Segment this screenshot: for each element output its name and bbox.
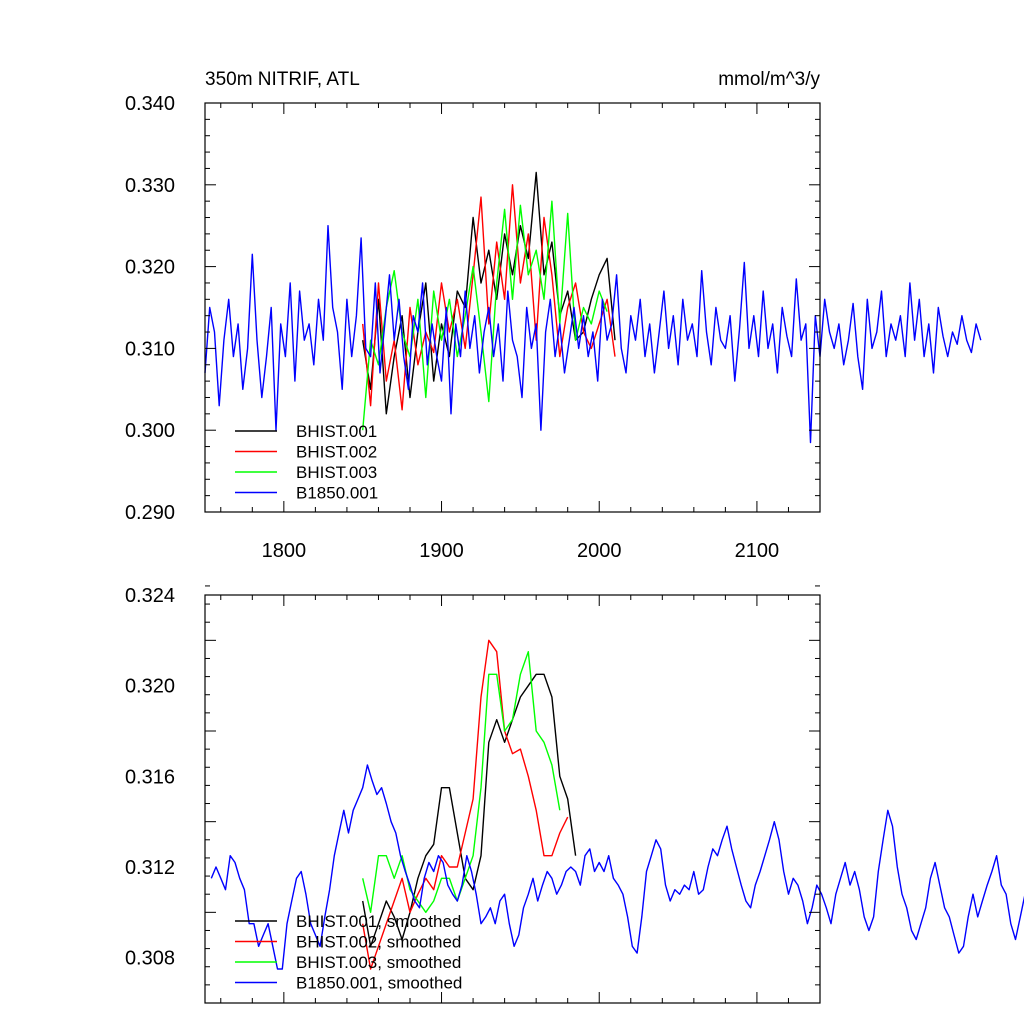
plot-frame [204,102,821,513]
series-line-b1850-001 [204,224,982,444]
y-tick-label: 0.310 [125,338,175,360]
legend-label: BHIST.001, smoothed [296,912,461,931]
y-tick-label: 0.316 [125,766,175,788]
legend-label: B1850.001, smoothed [296,974,462,993]
y-tick-label: 0.320 [125,676,175,698]
legend-item: BHIST.001 [235,422,377,441]
legend-label: B1850.001 [296,484,378,503]
legend-item: B1850.001, smoothed [235,974,462,993]
legend-label: BHIST.003 [296,463,377,482]
legend-label: BHIST.001 [296,422,377,441]
y-tick-label: 0.312 [125,857,175,879]
legend-item: B1850.001 [235,484,378,503]
legend-item: BHIST.002, smoothed [235,933,461,952]
y-tick-label: 0.324 [125,585,175,607]
series-line-bhist-001-smoothed [362,673,577,947]
y-tick-label: 0.300 [125,420,175,442]
series-line-bhist-003 [362,200,608,431]
series-line-bhist-002 [362,184,616,411]
legend-label: BHIST.003, smoothed [296,953,461,972]
y-tick-label: 0.330 [125,175,175,197]
series-line-bhist-001 [362,171,616,415]
y-tick-label: 0.290 [125,502,175,524]
legend-label: BHIST.002 [296,443,377,462]
x-tick-label: 1800 [262,540,307,562]
y-tick-label: 0.308 [125,948,175,970]
legend-item: BHIST.002 [235,443,377,462]
plot-frame [204,594,821,1004]
x-tick-label: 2000 [577,540,622,562]
y-tick-label: 0.340 [125,93,175,115]
bottom-panel-nitrif-smoothed: 0.308 0.312 0.316 0.320 0.324 BHIST.001, smoo… [125,585,1024,1004]
series-line-bhist-002-smoothed [362,639,569,970]
x-tick-label: 1900 [419,540,464,562]
legend: BHIST.001, smoothed BHIST.002, smoothedBH… [235,912,462,993]
series-line-b1850-001-smoothed [210,764,1024,970]
legend-label: BHIST.002, smoothed [296,933,461,952]
y-tick-label: 0.320 [125,257,175,279]
legend-item: BHIST.003, smoothed [235,953,461,972]
top-panel-nitrif-raw: 1800 1900 2000 2100 0.290 0.300 0.310 0.320 0.33… [125,69,982,562]
panel-title: 350m NITRIF, ATL [205,69,360,90]
units-label: mmol/m^3/y [718,69,820,90]
x-tick-label: 2100 [735,540,780,562]
legend-item: BHIST.003 [235,463,377,482]
legend-item: BHIST.001, smoothed [235,912,461,931]
